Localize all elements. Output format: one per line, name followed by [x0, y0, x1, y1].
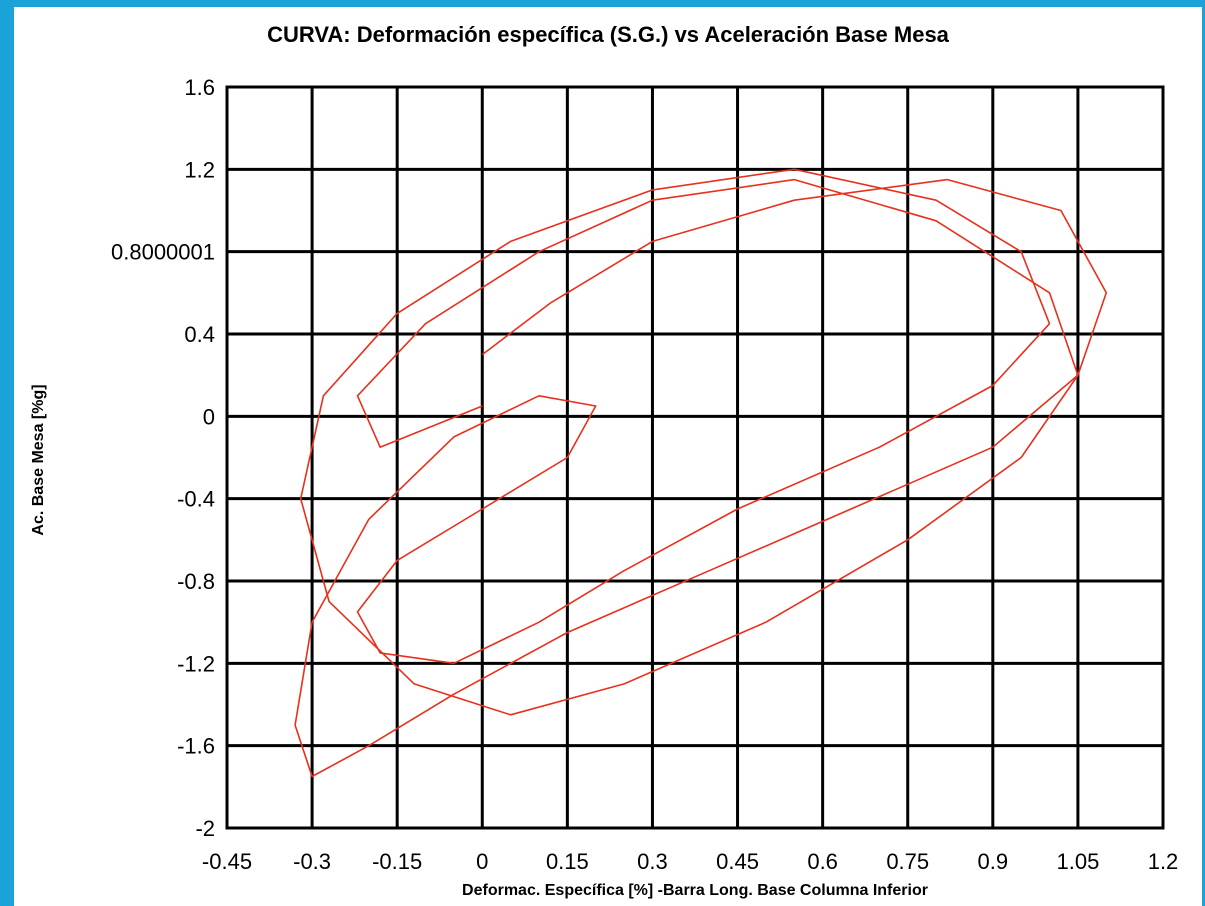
y-tick-label: -0.4 [177, 487, 215, 512]
y-tick-labels: 1.6 1.2 0.8000001 0.4 0 -0.4 -0.8 -1.2 -1.6 -2 [111, 75, 215, 841]
x-tick-label: -0.45 [202, 849, 252, 874]
x-tick-label: 0.15 [546, 849, 589, 874]
x-tick-label: -0.15 [372, 849, 422, 874]
x-tick-label: 0.6 [807, 849, 838, 874]
chart-title: CURVA: Deformación específica (S.G.) vs … [267, 22, 949, 47]
window-frame-right [1202, 0, 1205, 906]
x-tick-label: 1.05 [1056, 849, 1099, 874]
x-tick-labels: -0.45 -0.3 -0.15 0 0.15 0.3 0.45 0.6 0.75 0.9 1.05… [202, 849, 1178, 874]
x-tick-label: -0.3 [293, 849, 331, 874]
y-tick-label: 1.2 [184, 157, 215, 182]
series-line [294, 168, 1108, 778]
y-tick-label: 1.6 [184, 75, 215, 100]
y-tick-label: 0.4 [184, 322, 215, 347]
plot-area [227, 87, 1163, 828]
y-tick-label: -0.8 [177, 569, 215, 594]
grid [225, 85, 1165, 830]
plot-border [225, 85, 1165, 830]
y-tick-label: -2 [195, 816, 215, 841]
y-tick-label: 0 [203, 404, 215, 429]
window-frame-top [0, 0, 1205, 7]
x-tick-label: 0.45 [716, 849, 759, 874]
y-tick-label: -1.6 [177, 734, 215, 759]
x-tick-label: 0 [476, 849, 488, 874]
y-tick-label: -1.2 [177, 651, 215, 676]
x-tick-label: 1.2 [1148, 849, 1179, 874]
series-group [294, 168, 1108, 778]
y-tick-label: 0.8000001 [111, 240, 215, 265]
x-axis-title: Deformac. Específica [%] -Barra Long. Ba… [462, 882, 928, 899]
x-tick-label: 0.75 [886, 849, 929, 874]
x-tick-label: 0.9 [978, 849, 1009, 874]
window-frame-left [0, 0, 14, 906]
x-tick-label: 0.3 [637, 849, 668, 874]
